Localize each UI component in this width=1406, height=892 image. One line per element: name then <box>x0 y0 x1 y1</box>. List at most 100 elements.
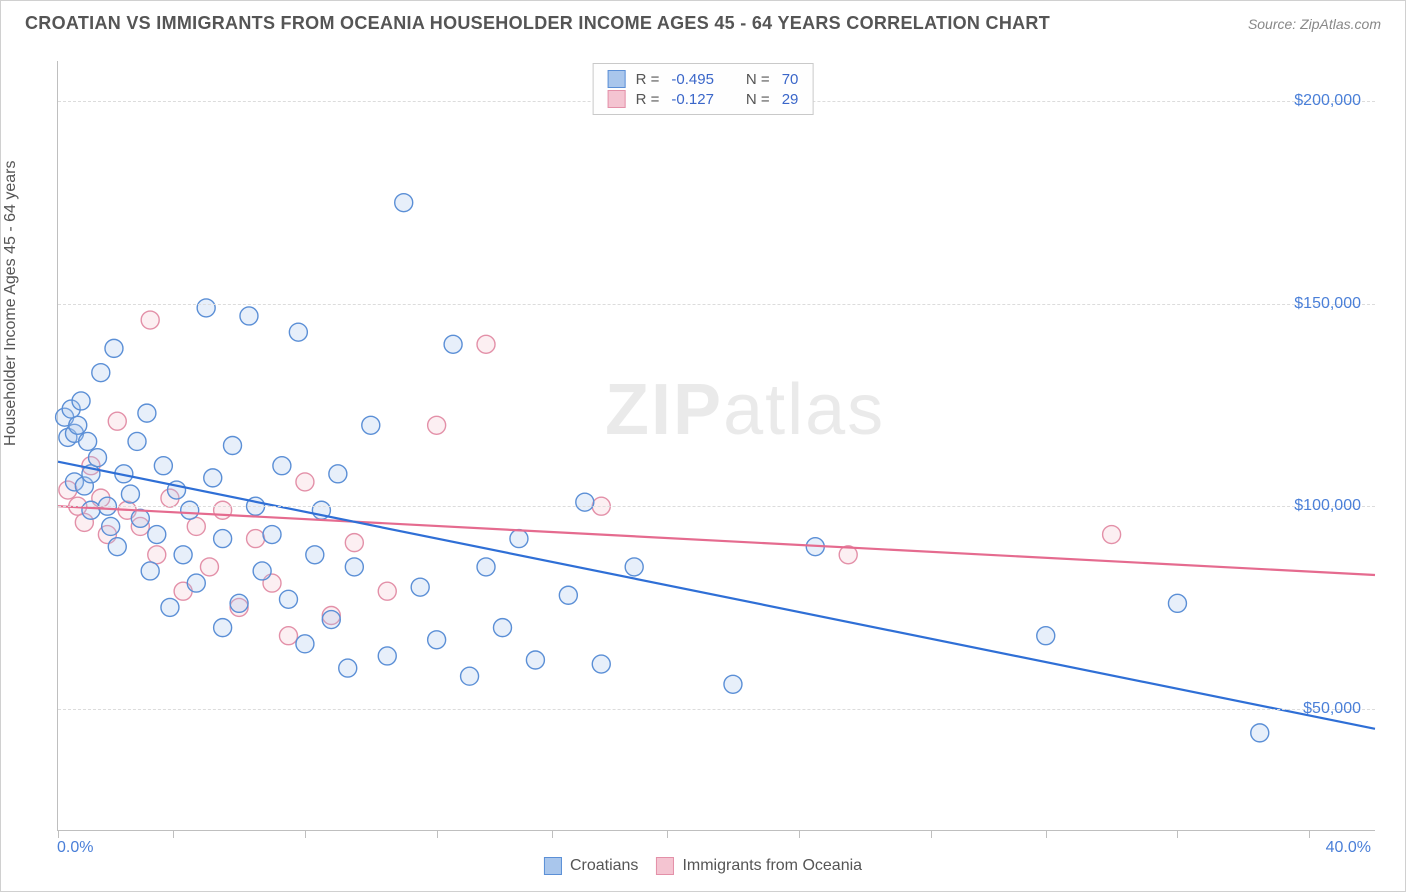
data-point <box>214 619 232 637</box>
data-point <box>121 485 139 503</box>
data-point <box>187 574 205 592</box>
x-tick <box>1309 830 1310 838</box>
swatch-oceania-icon <box>656 857 674 875</box>
n-value-croatians: 70 <box>782 71 799 88</box>
x-axis-min-label: 0.0% <box>57 839 93 857</box>
x-axis-max-label: 40.0% <box>1326 839 1371 857</box>
data-point <box>214 501 232 519</box>
data-point <box>108 412 126 430</box>
gridline <box>58 506 1375 507</box>
title-bar: CROATIAN VS IMMIGRANTS FROM OCEANIA HOUS… <box>1 1 1405 42</box>
r-value-croatians: -0.495 <box>671 71 714 88</box>
data-point <box>362 416 380 434</box>
data-point <box>279 590 297 608</box>
data-point <box>477 558 495 576</box>
source-label: Source: ZipAtlas.com <box>1248 16 1381 32</box>
data-point <box>329 465 347 483</box>
data-point <box>306 546 324 564</box>
data-point <box>576 493 594 511</box>
data-point <box>345 534 363 552</box>
r-label: R = <box>636 71 660 88</box>
legend-series: Croatians Immigrants from Oceania <box>544 857 862 875</box>
data-point <box>187 517 205 535</box>
y-tick-label: $50,000 <box>1303 700 1361 718</box>
legend-item-oceania: Immigrants from Oceania <box>656 857 862 875</box>
n-label: N = <box>746 71 770 88</box>
data-point <box>428 416 446 434</box>
data-point <box>428 631 446 649</box>
legend-row-croatians: R = -0.495 N = 70 <box>608 70 799 88</box>
data-point <box>108 538 126 556</box>
data-point <box>444 335 462 353</box>
legend-label-oceania: Immigrants from Oceania <box>682 857 862 875</box>
data-point <box>510 530 528 548</box>
data-point <box>204 469 222 487</box>
x-tick <box>58 830 59 838</box>
r-value-oceania: -0.127 <box>671 91 714 108</box>
data-point <box>141 311 159 329</box>
y-tick-label: $100,000 <box>1294 497 1361 515</box>
data-point <box>148 526 166 544</box>
r-label: R = <box>636 91 660 108</box>
data-point <box>181 501 199 519</box>
data-point <box>154 457 172 475</box>
swatch-croatians-icon <box>544 857 562 875</box>
data-point <box>200 558 218 576</box>
gridline <box>58 709 1375 710</box>
data-point <box>263 526 281 544</box>
data-point <box>247 530 265 548</box>
data-point <box>230 594 248 612</box>
data-point <box>592 655 610 673</box>
y-tick-label: $200,000 <box>1294 92 1361 110</box>
data-point <box>559 586 577 604</box>
data-point <box>131 509 149 527</box>
n-label: N = <box>746 91 770 108</box>
legend-correlation: R = -0.495 N = 70 R = -0.127 N = 29 <box>593 63 814 115</box>
chart-container: CROATIAN VS IMMIGRANTS FROM OCEANIA HOUS… <box>0 0 1406 892</box>
swatch-oceania-icon <box>608 90 626 108</box>
x-tick <box>305 830 306 838</box>
data-point <box>102 517 120 535</box>
data-point <box>625 558 643 576</box>
swatch-croatians-icon <box>608 70 626 88</box>
chart-title: CROATIAN VS IMMIGRANTS FROM OCEANIA HOUS… <box>25 13 1050 34</box>
data-point <box>89 449 107 467</box>
data-point <box>1251 724 1269 742</box>
n-value-oceania: 29 <box>782 91 799 108</box>
gridline <box>58 304 1375 305</box>
data-point <box>1103 526 1121 544</box>
x-tick <box>173 830 174 838</box>
data-point <box>339 659 357 677</box>
x-tick <box>931 830 932 838</box>
x-tick <box>799 830 800 838</box>
data-point <box>72 392 90 410</box>
data-point <box>79 432 97 450</box>
data-point <box>296 473 314 491</box>
scatter-svg <box>58 61 1375 830</box>
data-point <box>461 667 479 685</box>
data-point <box>378 647 396 665</box>
data-point <box>279 627 297 645</box>
data-point <box>273 457 291 475</box>
data-point <box>1037 627 1055 645</box>
x-tick <box>552 830 553 838</box>
y-tick-label: $150,000 <box>1294 295 1361 313</box>
x-tick <box>1046 830 1047 838</box>
data-point <box>477 335 495 353</box>
legend-label-croatians: Croatians <box>570 857 638 875</box>
plot-area: $50,000 $100,000 $150,000 $200,000 <box>57 61 1375 831</box>
data-point <box>345 558 363 576</box>
data-point <box>128 432 146 450</box>
data-point <box>148 546 166 564</box>
data-point <box>197 299 215 317</box>
data-point <box>174 546 192 564</box>
data-point <box>724 675 742 693</box>
legend-row-oceania: R = -0.127 N = 29 <box>608 90 799 108</box>
data-point <box>411 578 429 596</box>
data-point <box>105 339 123 357</box>
data-point <box>161 598 179 616</box>
y-axis-title: Householder Income Ages 45 - 64 years <box>2 161 20 447</box>
data-point <box>322 611 340 629</box>
data-point <box>1168 594 1186 612</box>
data-point <box>493 619 511 637</box>
